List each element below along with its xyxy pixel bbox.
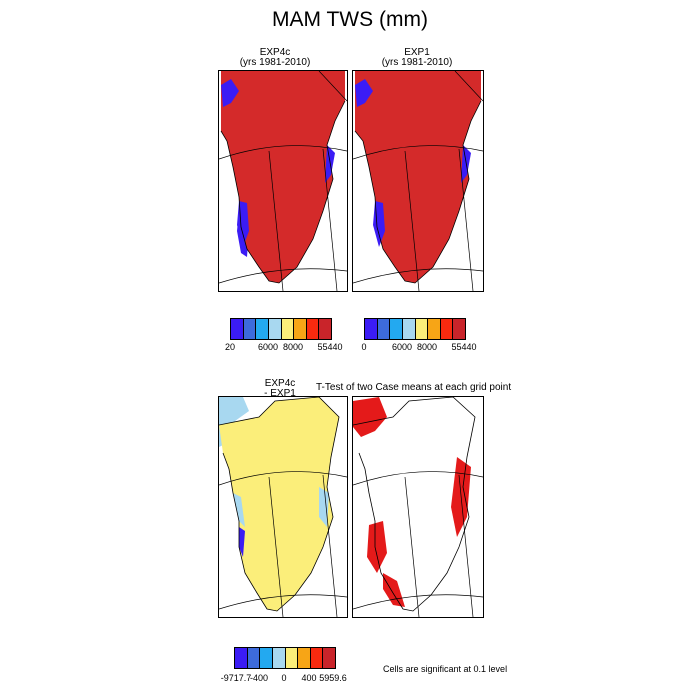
colorbar-difference-label-3: 0 bbox=[281, 673, 287, 683]
colorbar-swatch-6 bbox=[428, 319, 441, 339]
graticule-lon-2 bbox=[322, 148, 338, 291]
land-greenland bbox=[221, 71, 345, 283]
sig-cells-south bbox=[383, 573, 405, 607]
colorbar-difference-label-4: 400 bbox=[301, 673, 317, 683]
map-exp4c bbox=[219, 71, 347, 291]
colorbar-swatch-5 bbox=[281, 319, 295, 339]
coast-low-northwest bbox=[355, 79, 373, 107]
graticule-lon-1 bbox=[404, 476, 420, 617]
graticule-lon-1 bbox=[404, 150, 420, 291]
panel-2-title-line1: EXP1 bbox=[404, 47, 430, 58]
colorbar-swatch-2 bbox=[377, 319, 391, 339]
graticule-lon-1 bbox=[268, 150, 284, 291]
colorbar-exp1-label-2: 6000 bbox=[391, 342, 413, 352]
land-greenland bbox=[355, 71, 481, 283]
graticule-lat-1 bbox=[219, 145, 347, 160]
map-ttest bbox=[353, 397, 483, 617]
panel-3-title: EXP4c - EXP1 bbox=[240, 379, 320, 399]
colorbar-difference-label-2: -400 bbox=[249, 673, 269, 683]
colorbar-swatch-3 bbox=[256, 319, 269, 339]
graticule-lat-2 bbox=[353, 268, 483, 284]
colorbar-exp4c-label-2: 6000 bbox=[257, 342, 279, 352]
graticule-lon-2 bbox=[458, 148, 474, 291]
colorbar-swatch-7 bbox=[440, 319, 454, 339]
map-panel-ttest bbox=[352, 396, 484, 618]
graticule-lon-2 bbox=[322, 474, 338, 617]
colorbar-swatch-6 bbox=[298, 648, 311, 668]
sig-cells-west bbox=[367, 521, 387, 573]
colorbar-swatch-5 bbox=[415, 319, 429, 339]
diff-coast-light-west bbox=[233, 493, 245, 527]
coast-outline bbox=[220, 100, 346, 284]
colorbar-exp4c-label-1: 20 bbox=[224, 342, 236, 352]
colorbar-swatch-1 bbox=[365, 319, 378, 339]
figure-title: MAM TWS (mm) bbox=[272, 8, 428, 31]
panel-4-title: T-Test of two Case means at each grid po… bbox=[316, 382, 512, 393]
colorbar-swatch-4 bbox=[268, 319, 282, 339]
graticule-lat-1 bbox=[219, 471, 347, 486]
graticule-lat-2 bbox=[353, 594, 483, 610]
map-panel-exp4c bbox=[218, 70, 348, 292]
graticule-lon-1 bbox=[268, 476, 284, 617]
graticule-lat-2 bbox=[219, 594, 347, 610]
map-panel-exp1 bbox=[352, 70, 484, 292]
colorbar-exp4c-label-3: 8000 bbox=[282, 342, 304, 352]
colorbar-swatch-7 bbox=[306, 319, 320, 339]
colorbar-swatch-4 bbox=[402, 319, 416, 339]
colorbar-swatch-3 bbox=[260, 648, 273, 668]
panel-2-title-line2: (yrs 1981-2010) bbox=[381, 57, 453, 68]
colorbar-swatch-1 bbox=[231, 319, 244, 339]
panel-3-title-line1: EXP4c bbox=[264, 378, 296, 389]
diff-land-greenland bbox=[219, 397, 339, 611]
colorbar-swatch-1 bbox=[235, 648, 248, 668]
map-difference bbox=[219, 397, 347, 617]
colorbar-swatch-8 bbox=[319, 319, 331, 339]
colorbar-swatch-8 bbox=[323, 648, 335, 668]
colorbar-exp4c bbox=[230, 318, 332, 340]
panel-1-title-line1: EXP4c bbox=[259, 47, 291, 58]
colorbar-swatch-3 bbox=[390, 319, 403, 339]
coast-outline bbox=[353, 397, 476, 612]
panel-1-title: EXP4c (yrs 1981-2010) bbox=[218, 48, 332, 68]
diff-coast-low-west bbox=[239, 527, 245, 557]
graticule-lon-3 bbox=[454, 71, 483, 102]
map-panel-difference bbox=[218, 396, 348, 618]
colorbar-exp1 bbox=[364, 318, 466, 340]
graticule-lat-2 bbox=[219, 268, 347, 284]
colorbar-exp1-label-4: 55440 bbox=[451, 342, 477, 352]
colorbar-difference bbox=[234, 647, 336, 669]
panel-3-title-line2: - EXP1 bbox=[264, 388, 296, 399]
colorbar-swatch-2 bbox=[247, 648, 261, 668]
colorbar-swatch-2 bbox=[243, 319, 257, 339]
coast-outline bbox=[219, 397, 340, 612]
colorbar-swatch-4 bbox=[272, 648, 286, 668]
colorbar-exp4c-label-4: 55440 bbox=[317, 342, 343, 352]
diff-coast-light-east bbox=[319, 487, 329, 527]
coast-outline bbox=[354, 100, 482, 284]
colorbar-swatch-5 bbox=[285, 648, 299, 668]
graticule-lat-1 bbox=[353, 145, 483, 160]
map-exp1 bbox=[353, 71, 483, 291]
graticule-lat-1 bbox=[353, 471, 483, 486]
colorbar-difference-label-1: -9717.7 bbox=[220, 673, 252, 683]
coast-low-northwest bbox=[221, 79, 239, 107]
colorbar-swatch-7 bbox=[310, 648, 324, 668]
colorbar-swatch-6 bbox=[294, 319, 307, 339]
colorbar-exp1-label-1: 0 bbox=[361, 342, 367, 352]
colorbar-exp1-label-3: 8000 bbox=[416, 342, 438, 352]
graticule-lon-3 bbox=[318, 71, 347, 102]
colorbar-swatch-8 bbox=[453, 319, 465, 339]
colorbar-difference-label-5: 5959.6 bbox=[319, 673, 347, 683]
panel-1-title-line2: (yrs 1981-2010) bbox=[239, 57, 311, 68]
graticule-lon-2 bbox=[458, 474, 474, 617]
sig-cells-northwest bbox=[353, 397, 387, 437]
significance-note: Cells are significant at 0.1 level bbox=[383, 664, 508, 674]
panel-2-title: EXP1 (yrs 1981-2010) bbox=[352, 48, 482, 68]
